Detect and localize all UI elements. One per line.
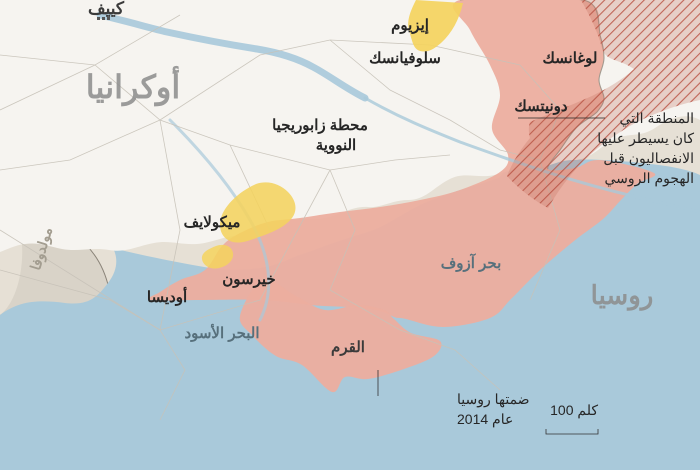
svg-text:سلوفيانسك: سلوفيانسك bbox=[369, 50, 441, 67]
svg-text:ضمتها روسيا: ضمتها روسيا bbox=[457, 391, 530, 408]
svg-text:روسيا: روسيا bbox=[591, 280, 654, 311]
svg-text:دونيتسك: دونيتسك bbox=[514, 98, 567, 115]
svg-text:القرم: القرم bbox=[331, 339, 365, 356]
svg-text:بحر آزوف: بحر آزوف bbox=[441, 253, 502, 272]
svg-text:النووية: النووية bbox=[316, 137, 356, 154]
svg-text:كييف: كييف bbox=[88, 0, 125, 18]
svg-text:البحر الأسود: البحر الأسود bbox=[184, 323, 259, 342]
svg-text:ميكولايف: ميكولايف bbox=[184, 214, 241, 231]
svg-text:100 كلم: 100 كلم bbox=[550, 402, 598, 419]
svg-text:أوديسا: أوديسا bbox=[147, 286, 187, 306]
svg-text:كان يسيطر عليها: كان يسيطر عليها bbox=[597, 130, 694, 147]
svg-text:لوغانسك: لوغانسك bbox=[543, 50, 598, 67]
svg-text:خيرسون: خيرسون bbox=[222, 271, 275, 288]
svg-text:محطة زابوريجيا: محطة زابوريجيا bbox=[272, 117, 368, 134]
svg-text:أوكرانيا: أوكرانيا bbox=[86, 65, 180, 107]
svg-text:عام 2014: عام 2014 bbox=[457, 411, 513, 428]
svg-text:إيزيوم: إيزيوم bbox=[391, 17, 429, 34]
svg-text:الهجوم الروسي: الهجوم الروسي bbox=[605, 170, 694, 187]
svg-text:المنطقة التي: المنطقة التي bbox=[620, 110, 694, 126]
svg-text:الانفصاليون قبل: الانفصاليون قبل bbox=[603, 150, 694, 167]
